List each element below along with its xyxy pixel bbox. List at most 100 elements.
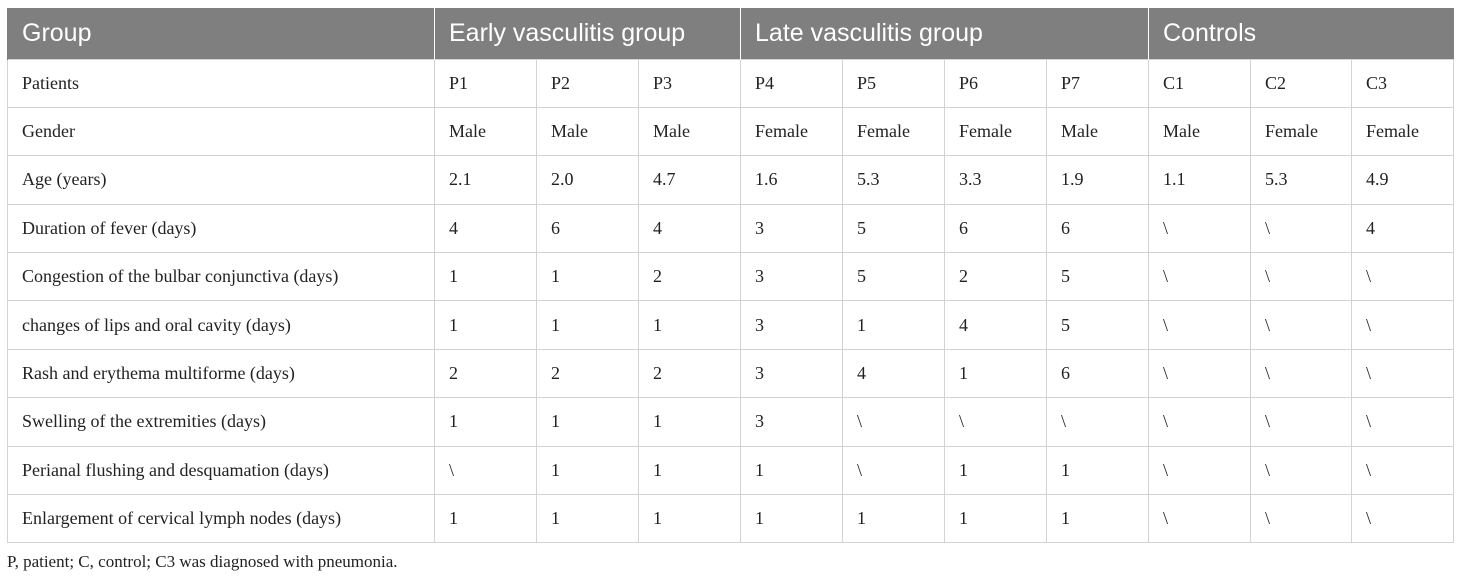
table-cell: 2 <box>637 252 742 302</box>
table-cell: 2 <box>536 348 639 399</box>
table-cell: 1 <box>434 397 537 447</box>
table-cell: 5 <box>842 252 946 302</box>
table-cell: 5 <box>1046 252 1150 302</box>
table-cell: Male <box>1046 106 1150 157</box>
row-label-cell: Rash and erythema multiforme (days) <box>7 348 435 399</box>
table-cell: P5 <box>842 58 946 108</box>
table-cell: Female <box>740 106 844 157</box>
table-cell: \ <box>1250 494 1353 544</box>
table-cell: P1 <box>434 58 537 108</box>
table-cell: 1 <box>1046 494 1150 544</box>
row-label-cell: Age (years) <box>7 155 435 205</box>
table-cell: 1 <box>536 300 639 350</box>
table-cell: 4 <box>944 300 1048 350</box>
table-cell: 4.7 <box>637 155 742 205</box>
table-cell: 1.6 <box>740 155 844 205</box>
table-body: Patients P1 P2 P3 P4 P5 P6 P7 C1 C2 C3 Gender Male Ma… <box>7 58 1455 544</box>
table-cell: Male <box>536 106 639 157</box>
table-cell: 3 <box>740 300 844 350</box>
table-cell: \ <box>1046 397 1150 447</box>
table-cell: 5 <box>1046 300 1150 350</box>
table-cell: 2 <box>944 252 1048 302</box>
row-label-cell: Perianal flushing and desquamation (days… <box>7 445 435 496</box>
table-cell: \ <box>1351 445 1455 496</box>
table-cell: 1.1 <box>1148 155 1252 205</box>
table-cell: 5.3 <box>1250 155 1353 205</box>
table-cell: \ <box>1148 348 1252 399</box>
table-row: Swelling of the extremities (days) 1 1 1 3 \ \… <box>7 397 1455 447</box>
table-cell: \ <box>842 445 946 496</box>
table-cell: 1 <box>434 494 537 544</box>
header-early-vasculitis: Early vasculitis group <box>433 8 741 59</box>
table-cell: \ <box>944 397 1048 447</box>
table-cell: 1 <box>842 300 946 350</box>
table-cell: 4 <box>1351 203 1455 254</box>
table-cell: \ <box>842 397 946 447</box>
row-label-cell: Duration of fever (days) <box>7 203 435 254</box>
table-cell: 6 <box>944 203 1048 254</box>
row-label-cell: changes of lips and oral cavity (days) <box>7 300 435 350</box>
table-cell: \ <box>1250 445 1353 496</box>
table-cell: 6 <box>1046 348 1150 399</box>
table-cell: \ <box>1351 252 1455 302</box>
table-cell: Female <box>842 106 946 157</box>
table-cell: Female <box>1351 106 1455 157</box>
table-row: Enlargement of cervical lymph nodes (day… <box>7 494 1455 544</box>
table-cell: P2 <box>536 58 639 108</box>
table-cell: 2.1 <box>434 155 537 205</box>
table-cell: 1 <box>637 445 742 496</box>
table-cell: Female <box>1250 106 1353 157</box>
table-footnote: P, patient; C, control; C3 was diagnosed… <box>7 552 398 571</box>
table-cell: C2 <box>1250 58 1353 108</box>
table-cell: \ <box>1351 348 1455 399</box>
table-cell: 1 <box>944 445 1048 496</box>
table-cell: \ <box>1250 300 1353 350</box>
table-cell: \ <box>1250 203 1353 254</box>
table-cell: \ <box>1351 300 1455 350</box>
table-cell: Male <box>1148 106 1252 157</box>
table-cell: \ <box>1148 445 1252 496</box>
table-cell: \ <box>1250 348 1353 399</box>
table-cell: 5.3 <box>842 155 946 205</box>
table-cell: P3 <box>637 58 742 108</box>
table-cell: 1 <box>637 494 742 544</box>
table-cell: 4 <box>637 203 742 254</box>
row-label-cell: Patients <box>7 58 435 108</box>
table-cell: 1 <box>536 494 639 544</box>
table-cell: \ <box>1148 203 1252 254</box>
table-cell: 1 <box>637 397 742 447</box>
table-cell: 1 <box>637 300 742 350</box>
table-cell: 4 <box>434 203 537 254</box>
table-row: Patients P1 P2 P3 P4 P5 P6 P7 C1 C2 C3 <box>7 58 1455 108</box>
table-cell: 1 <box>740 494 844 544</box>
header-controls: Controls <box>1148 8 1454 59</box>
table-cell: Male <box>637 106 742 157</box>
table-cell: 1 <box>842 494 946 544</box>
table-cell: 1 <box>1046 445 1150 496</box>
table-cell: \ <box>1250 397 1353 447</box>
table-cell: 1 <box>944 494 1048 544</box>
table-cell: \ <box>1351 494 1455 544</box>
row-label-cell: Congestion of the bulbar conjunctiva (da… <box>7 252 435 302</box>
table-cell: Male <box>434 106 537 157</box>
table-cell: \ <box>1148 252 1252 302</box>
table-cell: P7 <box>1046 58 1150 108</box>
table-cell: 3 <box>740 203 844 254</box>
table-cell: 2 <box>434 348 537 399</box>
table-cell: 3.3 <box>944 155 1048 205</box>
table-cell: 3 <box>740 348 844 399</box>
row-label-cell: Gender <box>7 106 435 157</box>
table-cell: 1 <box>536 252 639 302</box>
header-row: Group Early vasculitis group Late vascul… <box>7 8 1454 59</box>
table-row: Age (years) 2.1 2.0 4.7 1.6 5.3 3.3 1.9 1.1 5.3 4.… <box>7 155 1455 205</box>
table-cell: 2 <box>637 348 742 399</box>
table-cell: 2.0 <box>536 155 639 205</box>
table-cell: P6 <box>944 58 1048 108</box>
patient-characteristics-table: Group Early vasculitis group Late vascul… <box>7 8 1455 544</box>
header-late-vasculitis: Late vasculitis group <box>740 8 1149 59</box>
table-row: Rash and erythema multiforme (days) 2 2 2 3 4… <box>7 348 1455 399</box>
table-cell: Female <box>944 106 1048 157</box>
table-row: Gender Male Male Male Female Female Female Male… <box>7 106 1455 157</box>
table-cell: 1 <box>536 397 639 447</box>
table-cell: 1 <box>740 445 844 496</box>
